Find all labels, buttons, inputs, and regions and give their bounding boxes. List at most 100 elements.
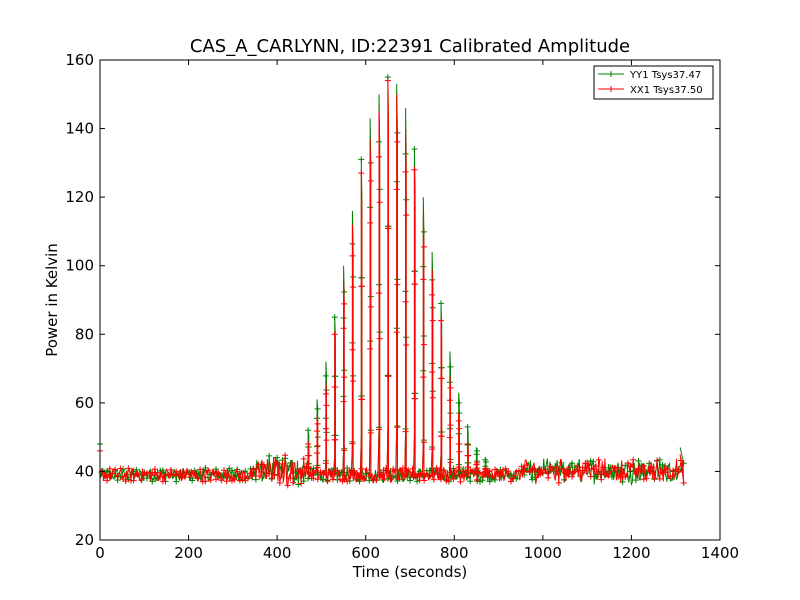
legend-marker	[608, 71, 614, 77]
data-point	[221, 467, 227, 474]
data-point	[197, 466, 204, 473]
data-point	[236, 477, 243, 484]
data-point	[494, 470, 501, 477]
data-point	[367, 345, 374, 352]
data-point	[510, 472, 517, 479]
data-point	[323, 437, 330, 444]
data-point	[579, 464, 586, 471]
data-point	[667, 473, 674, 480]
data-point	[521, 468, 528, 475]
plot-background	[100, 60, 720, 540]
data-point	[447, 459, 454, 466]
data-point	[648, 464, 655, 471]
data-point	[341, 300, 348, 307]
data-point	[547, 463, 554, 470]
data-point	[420, 439, 427, 446]
x-tick-label: 0	[95, 544, 105, 562]
data-point	[244, 475, 251, 482]
data-point	[314, 476, 321, 483]
data-point	[320, 476, 327, 483]
data-point	[384, 467, 391, 474]
data-point	[250, 465, 257, 472]
data-point	[505, 468, 512, 475]
data-point	[407, 469, 413, 476]
y-tick-label: 120	[65, 188, 94, 206]
data-point	[587, 457, 594, 464]
data-point	[215, 470, 222, 477]
data-point	[287, 459, 294, 466]
data-point	[358, 283, 365, 290]
data-point	[271, 472, 278, 479]
data-point	[403, 471, 410, 478]
data-point	[474, 459, 481, 466]
data-point	[186, 474, 193, 481]
data-point	[162, 471, 169, 478]
data-point	[550, 467, 557, 474]
data-point	[479, 477, 486, 484]
x-tick-label: 800	[440, 544, 469, 562]
data-point	[314, 420, 321, 427]
data-point	[167, 466, 174, 473]
data-point	[563, 468, 570, 475]
data-point	[231, 476, 238, 483]
data-point	[486, 478, 493, 485]
data-point	[643, 475, 650, 482]
data-point	[394, 281, 401, 288]
data-point	[429, 369, 436, 375]
data-point	[234, 468, 241, 475]
y-tick-label: 80	[75, 325, 94, 343]
data-point	[411, 471, 418, 478]
data-point	[429, 317, 436, 324]
data-point	[376, 290, 382, 297]
x-tick-label: 200	[174, 544, 203, 562]
y-tick-label: 160	[65, 51, 94, 69]
data-point	[590, 458, 597, 465]
data-point	[624, 460, 631, 467]
data-point	[284, 482, 291, 489]
data-point	[368, 472, 375, 479]
data-point	[341, 374, 348, 381]
data-point	[489, 472, 496, 479]
data-point	[464, 473, 471, 480]
data-point	[465, 452, 472, 459]
data-point	[329, 476, 336, 483]
data-point	[622, 474, 629, 481]
data-point	[632, 477, 639, 484]
data-point	[574, 462, 581, 469]
data-point	[456, 425, 463, 432]
data-point	[101, 471, 108, 478]
data-point	[443, 477, 450, 484]
data-point	[403, 342, 410, 348]
data-point	[322, 390, 329, 397]
data-point	[593, 463, 599, 470]
data-point	[561, 466, 568, 473]
data-point	[350, 471, 357, 478]
legend-label: XX1 Tsys37.50	[630, 85, 703, 96]
data-point	[606, 468, 613, 475]
data-point	[447, 363, 454, 370]
data-point	[109, 470, 116, 477]
data-point	[436, 467, 443, 474]
data-point	[314, 442, 321, 449]
data-point	[332, 384, 339, 390]
data-point	[651, 475, 658, 482]
data-point	[349, 252, 356, 259]
data-point	[276, 480, 283, 487]
data-point	[363, 466, 370, 473]
data-point	[340, 398, 347, 405]
data-point	[414, 472, 421, 479]
data-point	[464, 423, 471, 430]
data-point	[349, 346, 356, 353]
data-point	[178, 473, 185, 480]
data-point	[457, 478, 464, 485]
data-point	[159, 478, 166, 485]
data-point	[429, 471, 436, 478]
chart-title: CAS_A_CARLYNN, ID:22391 Calibrated Ampli…	[190, 36, 630, 57]
data-point	[159, 467, 166, 474]
data-point	[287, 475, 294, 482]
data-point	[376, 335, 383, 342]
data-point	[173, 468, 180, 475]
data-point	[595, 456, 602, 463]
data-point	[170, 471, 177, 478]
data-point	[590, 466, 597, 473]
